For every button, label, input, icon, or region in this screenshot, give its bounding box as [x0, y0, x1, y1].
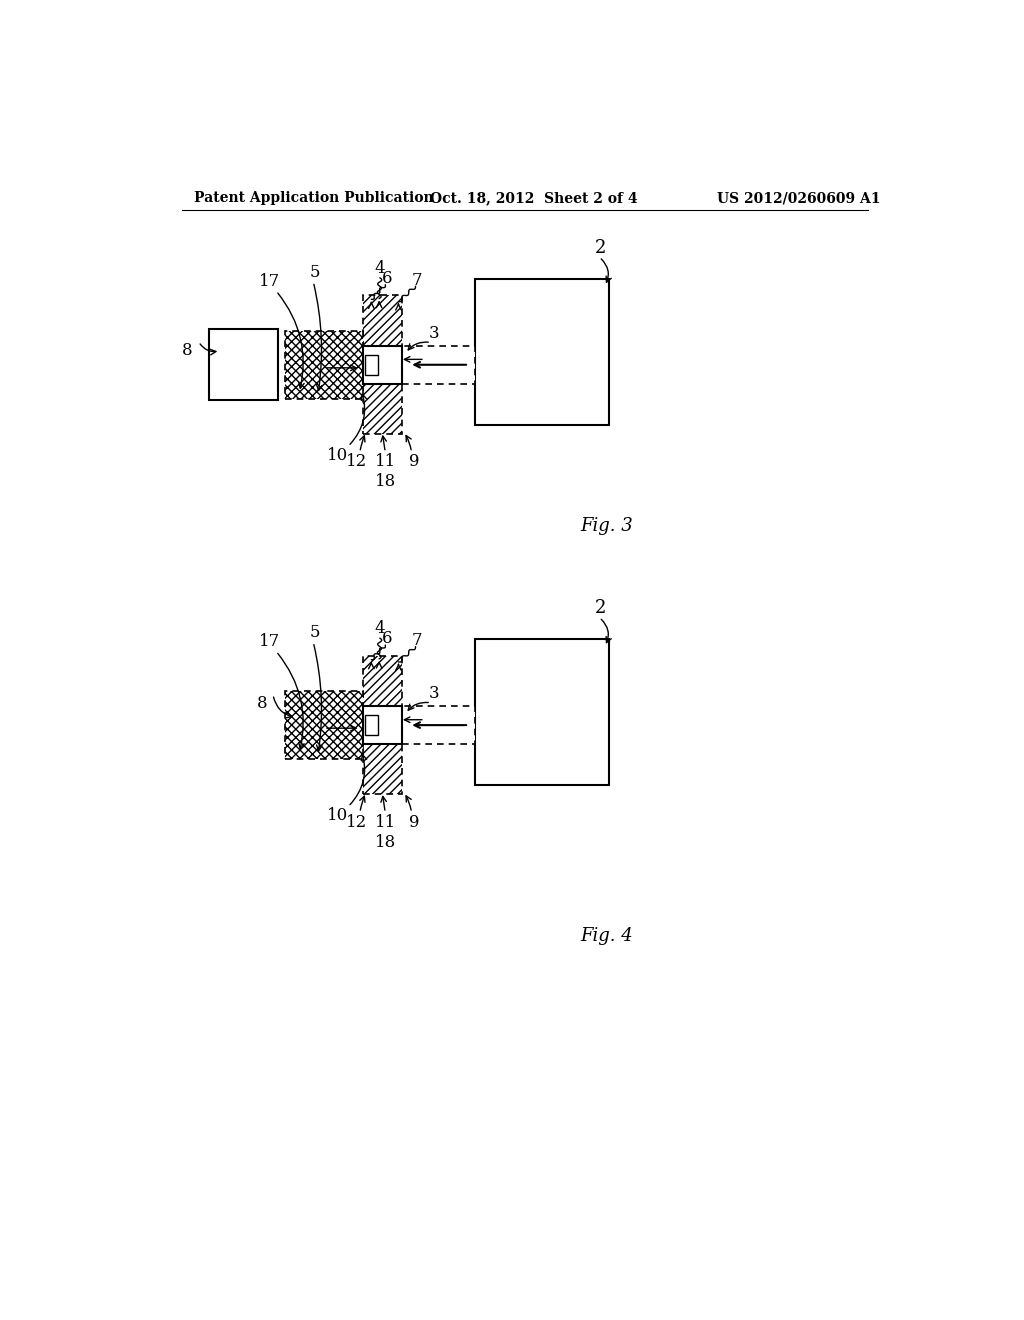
- Text: 18: 18: [375, 474, 396, 490]
- Bar: [286, 331, 362, 399]
- Bar: [362, 656, 401, 706]
- Text: 11: 11: [375, 453, 396, 470]
- Bar: [362, 656, 401, 706]
- Bar: [362, 296, 401, 346]
- Bar: [362, 384, 401, 434]
- Text: 7: 7: [412, 632, 422, 649]
- Bar: [286, 692, 362, 759]
- Bar: [401, 346, 475, 384]
- Text: 4: 4: [375, 260, 385, 277]
- Bar: [362, 744, 401, 795]
- Text: 11: 11: [375, 813, 396, 830]
- Bar: [286, 331, 362, 399]
- Bar: [366, 715, 378, 735]
- Text: 3: 3: [429, 685, 439, 702]
- Text: 12: 12: [346, 813, 368, 830]
- Text: 17: 17: [259, 634, 281, 651]
- Text: 5: 5: [309, 624, 321, 642]
- Text: 3: 3: [429, 325, 439, 342]
- Text: 10: 10: [328, 447, 348, 465]
- Text: 8: 8: [257, 696, 267, 711]
- Bar: [475, 639, 608, 785]
- Text: 9: 9: [409, 813, 419, 830]
- Text: Patent Application Publication: Patent Application Publication: [194, 191, 433, 206]
- Text: 2: 2: [595, 599, 606, 616]
- Text: Oct. 18, 2012  Sheet 2 of 4: Oct. 18, 2012 Sheet 2 of 4: [430, 191, 638, 206]
- Bar: [401, 706, 475, 744]
- Text: 9: 9: [409, 453, 419, 470]
- Bar: [366, 355, 378, 375]
- Bar: [362, 706, 401, 744]
- Bar: [362, 296, 401, 346]
- Bar: [209, 330, 278, 400]
- Bar: [286, 692, 362, 759]
- Text: 17: 17: [259, 273, 281, 290]
- Text: 6: 6: [382, 631, 392, 647]
- Bar: [475, 279, 608, 425]
- Text: US 2012/0260609 A1: US 2012/0260609 A1: [717, 191, 881, 206]
- Text: 5: 5: [309, 264, 321, 281]
- Bar: [362, 384, 401, 434]
- Text: 18: 18: [375, 834, 396, 850]
- Text: 6: 6: [382, 271, 392, 286]
- Text: 4: 4: [375, 620, 385, 638]
- Text: Fig. 3: Fig. 3: [581, 517, 633, 536]
- Bar: [362, 346, 401, 384]
- Text: 8: 8: [182, 342, 193, 359]
- Text: 2: 2: [595, 239, 606, 256]
- Text: Fig. 4: Fig. 4: [581, 927, 633, 945]
- Bar: [362, 744, 401, 795]
- Text: 12: 12: [346, 453, 368, 470]
- Text: 10: 10: [328, 808, 348, 825]
- Text: 7: 7: [412, 272, 422, 289]
